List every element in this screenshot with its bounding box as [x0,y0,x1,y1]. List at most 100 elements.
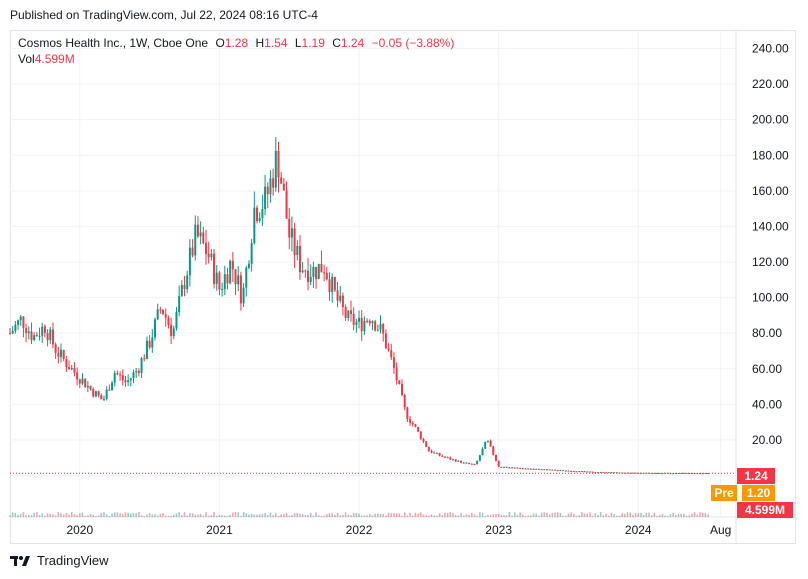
volume-bar [508,512,511,517]
volume-bar [538,515,540,517]
volume-bar [551,512,554,517]
volume-bar [9,515,11,517]
x-tick-label: 2022 [346,523,373,537]
volume-bar [675,515,677,517]
candle-body [180,285,183,296]
volume-bar [479,512,481,517]
volume-bar [76,514,78,517]
candle-body [575,471,578,473]
volume-bar [527,515,529,517]
volume-bar [691,513,693,517]
candle-body [54,344,57,353]
volume-bar [81,512,84,517]
candle-body [374,321,377,331]
volume-bar [471,512,473,517]
candle-body [210,253,213,258]
y-tick-label: 180.00 [752,148,789,162]
candle-body [186,275,189,289]
volume-bar [559,512,562,517]
candle-body [588,471,591,473]
volume-bar [640,512,642,517]
y-tick-label: 100.00 [752,291,789,305]
candle-body [478,455,481,461]
volume-bar [522,514,524,517]
volume-bar [554,512,556,517]
volume-bar [524,515,527,517]
candle-body [387,348,390,351]
volume-bar [658,514,661,517]
candle-body [277,150,280,178]
candle-body [446,457,449,459]
volume-bar [594,513,597,517]
chart-frame [10,30,796,544]
volume-bar [589,512,591,517]
volume-bar [315,512,317,517]
volume-bar [178,512,180,517]
candle-body [159,309,162,311]
candle-body [17,320,20,325]
volume-bar [223,515,226,517]
volume-bar [105,514,108,517]
volume-bar [87,515,89,517]
volume-bar [121,514,124,517]
legend-open-label: O [215,36,225,50]
volume-bar [398,513,401,517]
volume-bar [237,512,240,517]
candle-body [325,272,328,280]
volume-bar [564,515,567,517]
volume-bar [116,512,119,517]
volume-bar [355,512,358,517]
candle-body [607,472,610,474]
volume-bar [454,514,457,517]
candle-body [430,450,433,453]
volume-bar [704,513,707,517]
candle-body [602,472,605,474]
tradingview-brand[interactable]: TradingView [10,553,109,568]
volume-bar [446,513,449,517]
volume-bar [57,512,60,517]
volume-bar [103,512,105,517]
candle-body [285,190,288,219]
volume-bar [62,514,65,517]
candle-body [580,471,583,473]
volume-bar [395,513,398,517]
candle-body [371,321,374,324]
volume-bar [602,515,605,517]
volume-bar [269,512,272,517]
volume-bar [693,512,696,517]
volume-bar [476,515,478,517]
candle-body [43,326,46,334]
candle-body [282,183,285,191]
volume-bar [70,512,73,517]
candle-body [516,467,519,469]
candle-body [234,269,237,285]
legend-high-value: 1.54 [264,36,288,50]
candle-body [19,316,22,321]
candle-body [339,295,342,301]
legend-title: Cosmos Health Inc., 1W, Cboe One [18,36,209,50]
volume-bar [226,515,229,517]
volume-bar [240,515,242,517]
volume-bar [661,513,664,517]
candle-body [414,424,417,427]
candle-body [245,267,248,288]
candle-body [497,460,500,467]
candle-body [392,357,395,368]
y-tick-label: 40.00 [752,397,782,411]
volume-bar [164,515,167,517]
volume-bar [505,515,508,517]
candle-body [199,232,202,237]
candle-body [272,178,275,188]
volume-bar [406,515,409,517]
volume-bar [642,514,645,517]
volume-bar [573,513,575,517]
volume-bar [33,512,35,517]
volume-bar [38,515,41,517]
volume-bar [567,513,570,517]
volume-bar [296,512,299,517]
volume-bar [97,515,100,517]
candle-body [653,472,656,474]
candle-body [312,266,315,277]
volume-bar [548,514,551,517]
